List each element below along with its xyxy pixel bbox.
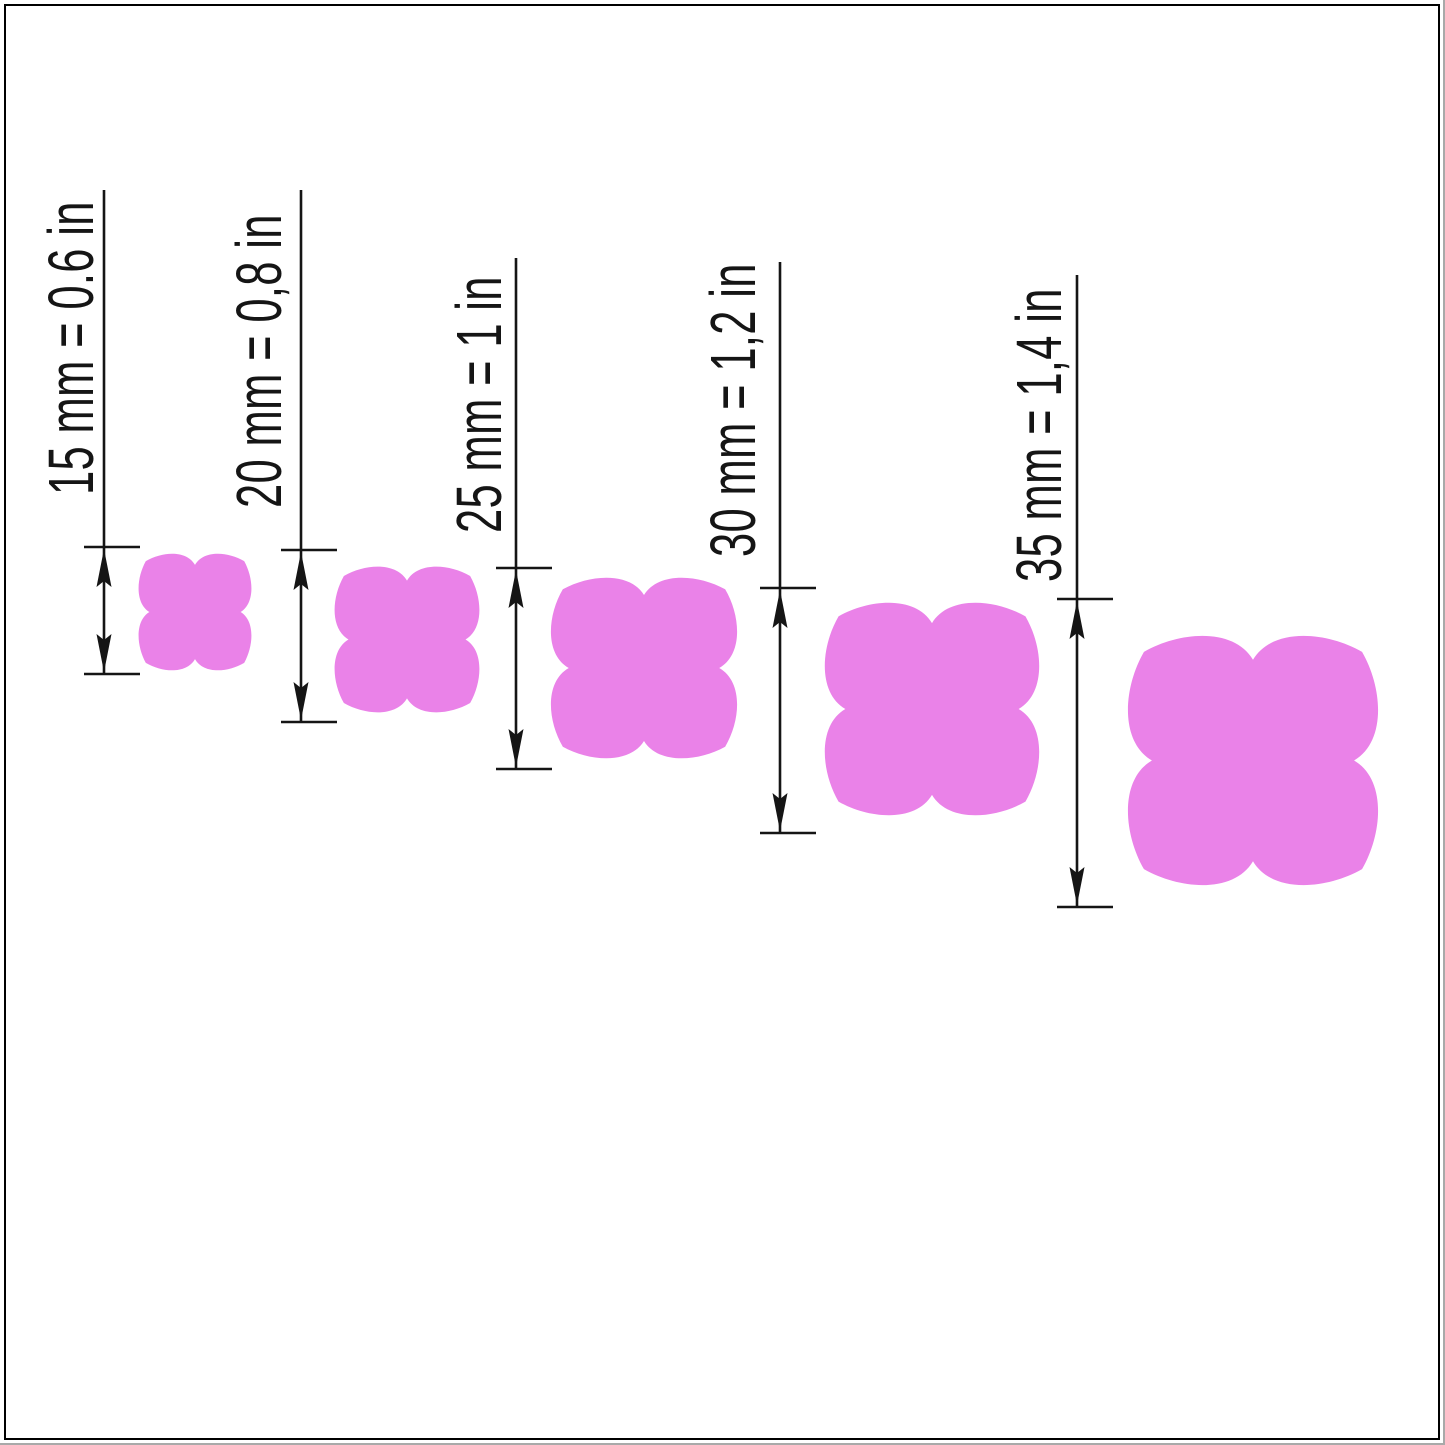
- plaque-outline: [1127, 635, 1379, 886]
- dimension-label-20mm: 20 mm = 0,8 in: [223, 214, 295, 508]
- dimension-group-25mm: [496, 258, 552, 771]
- dimension-label-35mm: 35 mm = 1,4 in: [1003, 288, 1075, 582]
- arrow-up-icon: [293, 552, 309, 590]
- plaque-outline: [138, 553, 252, 671]
- plaque-outline: [550, 577, 738, 759]
- arrow-up-icon: [772, 590, 788, 628]
- plaque-shape-25mm: [550, 577, 738, 759]
- dimension-group-20mm: [281, 190, 337, 724]
- plaque-shape-30mm: [824, 602, 1040, 816]
- page-border: [4, 4, 1440, 1440]
- image-edge-bottom: [0, 1443, 1445, 1445]
- plaque-outline: [824, 602, 1040, 816]
- dimension-label-25mm: 25 mm = 1 in: [443, 276, 515, 533]
- plaque-shape-35mm: [1127, 635, 1379, 886]
- arrow-down-icon: [772, 793, 788, 831]
- arrow-up-icon: [1069, 601, 1085, 639]
- dimension-group-30mm: [760, 262, 816, 835]
- arrow-down-icon: [96, 634, 112, 672]
- plaque-outline: [334, 566, 480, 713]
- arrow-up-icon: [508, 570, 524, 608]
- dimension-group-15mm: [84, 190, 140, 676]
- arrow-up-icon: [96, 549, 112, 587]
- arrow-down-icon: [508, 729, 524, 767]
- plaque-shape-20mm: [334, 566, 480, 713]
- image-edge-right: [1443, 0, 1445, 1445]
- arrow-down-icon: [293, 682, 309, 720]
- dimension-group-35mm: [1057, 275, 1113, 909]
- arrow-down-icon: [1069, 867, 1085, 905]
- plaque-shape-15mm: [138, 553, 252, 671]
- dimension-label-30mm: 30 mm = 1,2 in: [697, 263, 769, 557]
- dimension-label-15mm: 15 mm = 0.6 in: [35, 201, 107, 495]
